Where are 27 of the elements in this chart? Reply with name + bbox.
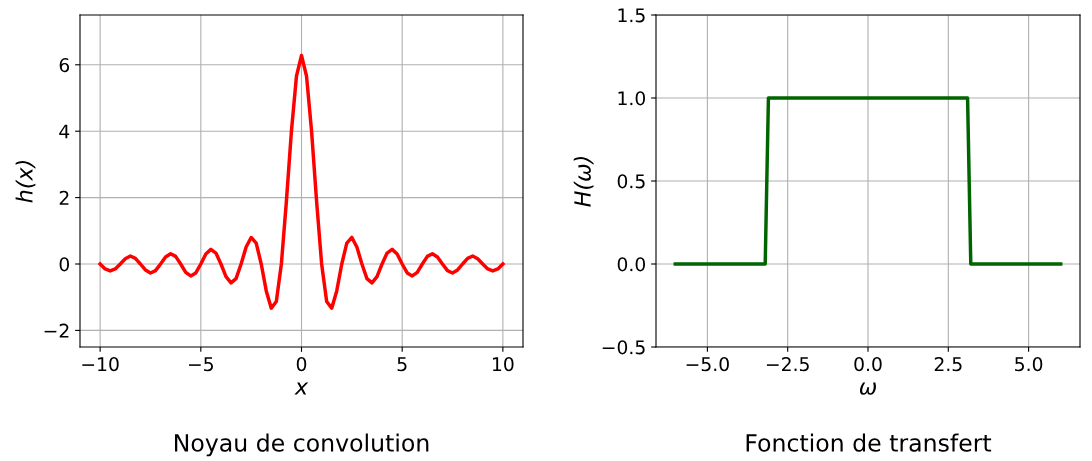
y-axis-title: H(ω) [573, 156, 594, 207]
x-axis-title: x [294, 382, 309, 395]
line-series [98, 53, 505, 310]
x-tick-label: 0.0 [854, 357, 882, 372]
y-tick-label: 0 [59, 257, 70, 272]
y-tick-label: 0.5 [617, 174, 645, 189]
y-tick-label: 1.5 [618, 8, 645, 23]
x-tick-label: 0 [296, 357, 307, 372]
x-axis-title: ω [859, 382, 876, 395]
y-tick-label: 6 [59, 58, 70, 73]
x-tick-label: 2.5 [934, 357, 962, 372]
x-tick-label: 10 [492, 357, 514, 372]
x-tick-label: 5.0 [1015, 357, 1043, 372]
y-tick-label: −0.5 [602, 340, 645, 355]
y-tick-label: 0.0 [617, 257, 646, 272]
x-tick-label: −5.0 [686, 357, 729, 372]
text: Noyau de convolution [175, 433, 429, 457]
x-tick-label: −5 [188, 357, 213, 372]
x-tick-label: −2.5 [766, 357, 809, 372]
y-tick-label: 4 [59, 124, 70, 139]
x-tick-label: −10 [82, 357, 119, 372]
x-tick-label: 5 [397, 357, 407, 372]
y-tick-label: −2 [44, 323, 69, 338]
y-tick-label: 2 [59, 190, 69, 205]
text: Fonction de transfert [746, 433, 992, 452]
y-tick-label: 1.0 [618, 91, 646, 106]
y-axis-title: h(x) [15, 160, 36, 203]
